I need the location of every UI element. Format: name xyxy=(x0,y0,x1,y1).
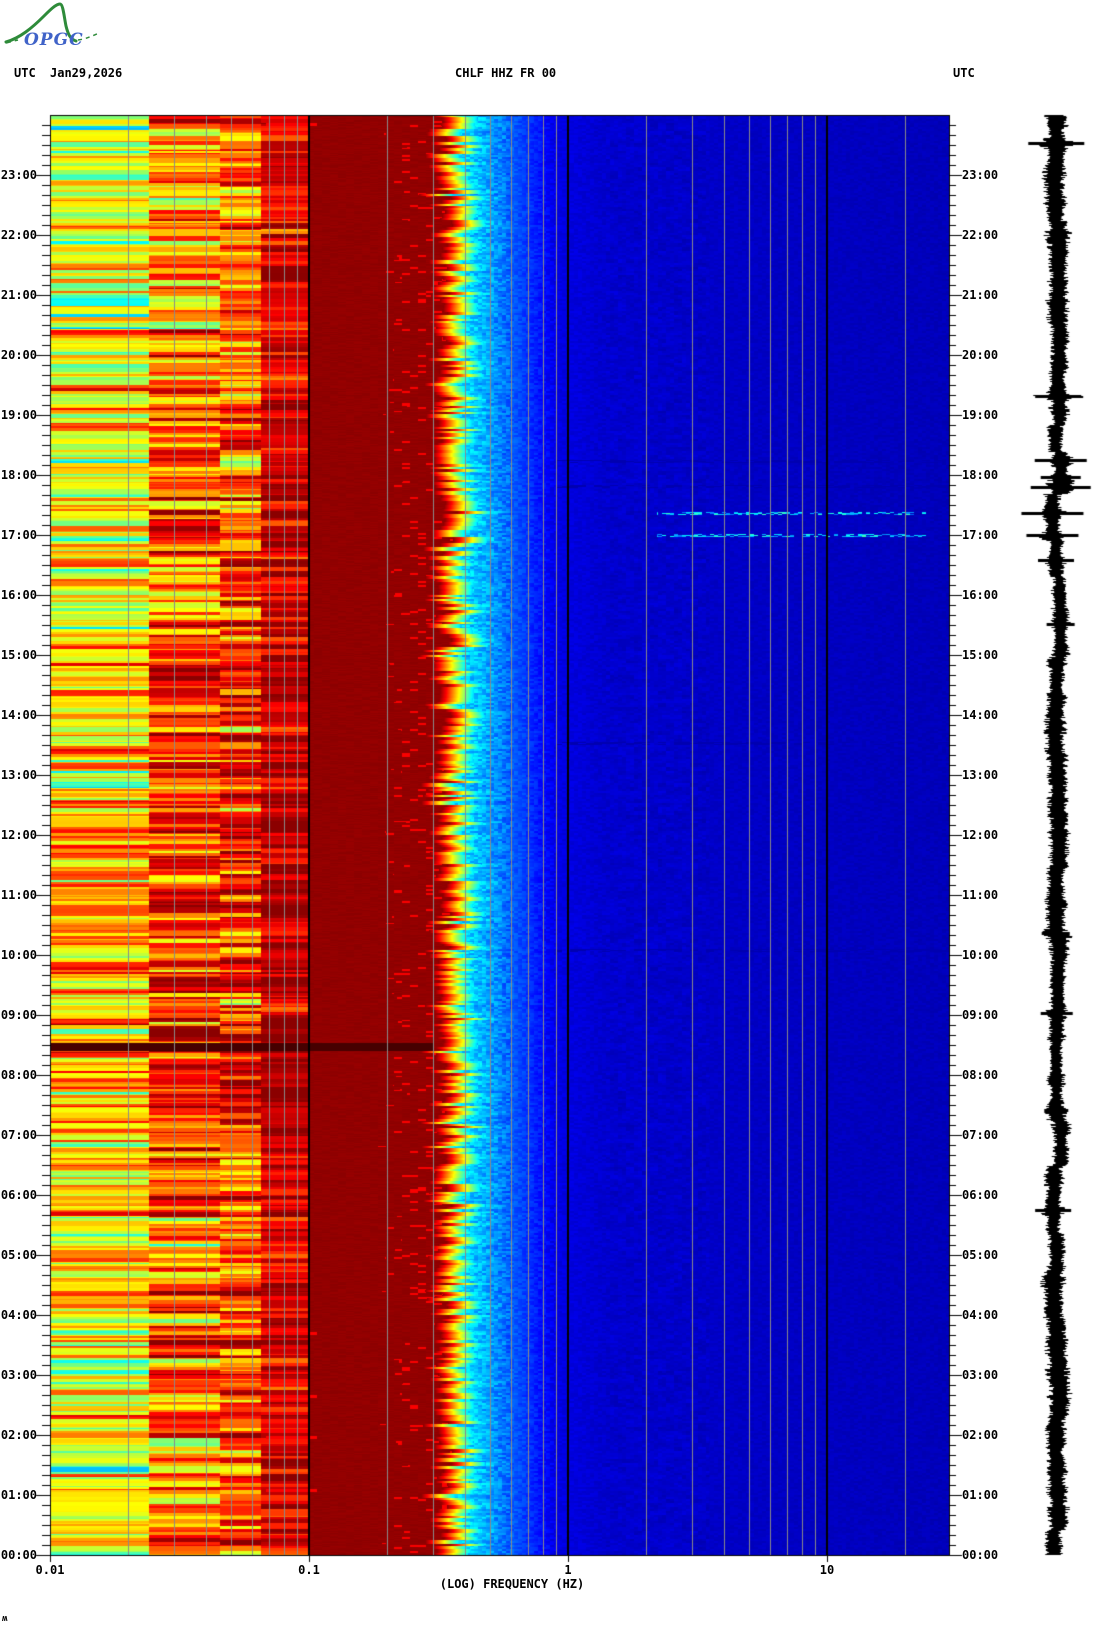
hour-label-left: 15:00 xyxy=(0,648,37,662)
hour-label-left: 22:00 xyxy=(0,228,37,242)
hour-label-right: 17:00 xyxy=(962,528,999,542)
hour-label-left: 09:00 xyxy=(0,1008,37,1022)
hour-label-left: 23:00 xyxy=(0,168,37,182)
hour-label-left: 05:00 xyxy=(0,1248,37,1262)
corner-artifact-glyph: ʍ xyxy=(2,1614,8,1624)
hour-label-left: 21:00 xyxy=(0,288,37,302)
hour-label-left: 19:00 xyxy=(0,408,37,422)
hour-label-right: 01:00 xyxy=(962,1488,999,1502)
hour-label-left: 16:00 xyxy=(0,588,37,602)
hour-label-right: 11:00 xyxy=(962,888,999,902)
hour-label-left: 07:00 xyxy=(0,1128,37,1142)
hour-label-right: 07:00 xyxy=(962,1128,999,1142)
hour-label-right: 22:00 xyxy=(962,228,999,242)
hour-label-right: 06:00 xyxy=(962,1188,999,1202)
hour-label-left: 18:00 xyxy=(0,468,37,482)
hour-label-right: 15:00 xyxy=(962,648,999,662)
hour-label-right: 18:00 xyxy=(962,468,999,482)
hour-label-right: 19:00 xyxy=(962,408,999,422)
hour-label-right: 04:00 xyxy=(962,1308,999,1322)
freq-tick-label: 10 xyxy=(819,1563,835,1577)
hour-label-left: 00:00 xyxy=(0,1548,37,1562)
hour-label-right: 13:00 xyxy=(962,768,999,782)
hour-label-right: 10:00 xyxy=(962,948,999,962)
hour-label-right: 09:00 xyxy=(962,1008,999,1022)
hour-label-left: 02:00 xyxy=(0,1428,37,1442)
hour-label-left: 08:00 xyxy=(0,1068,37,1082)
freq-tick-label: 1 xyxy=(564,1563,572,1577)
hour-label-right: 02:00 xyxy=(962,1428,999,1442)
hour-label-right: 12:00 xyxy=(962,828,999,842)
hour-label-right: 21:00 xyxy=(962,288,999,302)
frequency-axis-label: (LOG) FREQUENCY (HZ) xyxy=(439,1577,585,1591)
hour-label-left: 01:00 xyxy=(0,1488,37,1502)
hour-label-left: 06:00 xyxy=(0,1188,37,1202)
hour-label-left: 20:00 xyxy=(0,348,37,362)
hour-label-left: 17:00 xyxy=(0,528,37,542)
hour-label-right: 05:00 xyxy=(962,1248,999,1262)
hour-label-right: 14:00 xyxy=(962,708,999,722)
hour-label-right: 23:00 xyxy=(962,168,999,182)
hour-label-left: 10:00 xyxy=(0,948,37,962)
hour-label-right: 16:00 xyxy=(962,588,999,602)
hour-label-right: 20:00 xyxy=(962,348,999,362)
hour-label-left: 12:00 xyxy=(0,828,37,842)
hour-label-right: 00:00 xyxy=(962,1548,999,1562)
freq-tick-label: 0.1 xyxy=(298,1563,320,1577)
hour-label-left: 03:00 xyxy=(0,1368,37,1382)
hour-label-left: 13:00 xyxy=(0,768,37,782)
hour-label-right: 08:00 xyxy=(962,1068,999,1082)
hour-label-right: 03:00 xyxy=(962,1368,999,1382)
hour-label-left: 11:00 xyxy=(0,888,37,902)
hour-label-left: 14:00 xyxy=(0,708,37,722)
hour-label-left: 04:00 xyxy=(0,1308,37,1322)
freq-tick-label: 0.01 xyxy=(35,1563,65,1577)
